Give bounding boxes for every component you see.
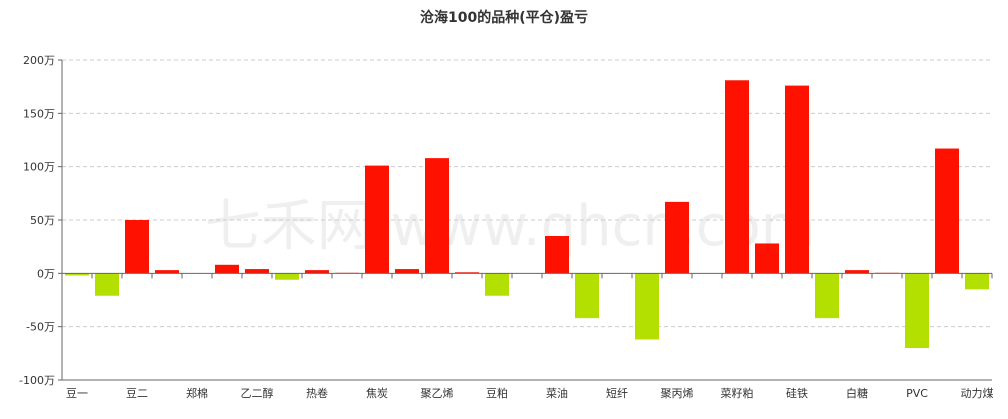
bar — [665, 201, 689, 274]
chart-title: 沧海100的品种(平仓)盈亏 — [420, 9, 588, 26]
x-tick-label: 豆粕 — [486, 386, 508, 400]
x-axis — [61, 60, 992, 381]
x-tick-label: 焦炭 — [366, 387, 388, 400]
bar — [545, 236, 569, 274]
y-tick-label: 150万 — [23, 107, 55, 120]
bar — [425, 158, 449, 274]
x-tick-label: 聚丙烯 — [661, 387, 694, 400]
y-tick-label: -100万 — [19, 374, 55, 387]
y-tick-label: 50万 — [30, 214, 55, 227]
x-axis-ticks: 豆一 豆二 郑棉 乙二醇 热卷 焦炭 聚乙烯 豆粕 菜油 短纤 聚丙烯 菜籽粕 硅铁 白糖 PVC 动力煤 — [61, 273, 994, 400]
bar — [965, 273, 989, 290]
bar — [155, 270, 179, 274]
x-tick-label: 动力煤 — [961, 387, 994, 400]
bar — [935, 148, 959, 274]
bar — [755, 243, 779, 274]
bar — [905, 273, 929, 348]
bar — [455, 272, 479, 274]
y-axis-ticks: 200万 150万 100万 50万 0万 -50万 -100万 — [19, 54, 62, 387]
x-tick-label: 菜油 — [546, 386, 568, 400]
x-tick-label: 硅铁 — [786, 387, 808, 400]
bar — [395, 269, 419, 274]
bar — [275, 273, 299, 280]
bar — [815, 273, 839, 319]
x-tick-label: 乙二醇 — [241, 386, 274, 400]
y-tick-label: 100万 — [23, 161, 55, 174]
bar — [365, 165, 389, 274]
watermark: 七禾网 www.qhcn.com — [205, 194, 816, 259]
bar — [65, 273, 89, 276]
bar — [215, 264, 239, 274]
bar — [485, 273, 509, 296]
y-tick-label: 0万 — [37, 267, 55, 280]
x-tick-label: 白糖 — [846, 386, 868, 400]
bar — [245, 269, 269, 274]
bar — [95, 273, 119, 296]
bar — [845, 270, 869, 274]
x-tick-label: 豆二 — [126, 387, 148, 400]
bar — [575, 273, 599, 319]
x-tick-label: 聚乙烯 — [421, 387, 454, 400]
bar — [725, 80, 749, 274]
x-tick-label: 热卷 — [306, 386, 328, 400]
bar — [125, 220, 149, 274]
x-tick-label: 豆一 — [66, 387, 88, 400]
y-tick-label: -50万 — [26, 321, 55, 334]
grid-lines — [62, 59, 992, 381]
x-tick-label: 郑棉 — [186, 386, 208, 400]
bars — [65, 80, 989, 348]
bar — [785, 85, 809, 274]
x-tick-label: 短纤 — [606, 386, 628, 400]
x-tick-label: PVC — [906, 387, 928, 400]
bar — [635, 273, 659, 340]
x-tick-label: 菜籽粕 — [721, 386, 754, 400]
y-tick-label: 200万 — [23, 54, 55, 67]
bar — [305, 270, 329, 274]
